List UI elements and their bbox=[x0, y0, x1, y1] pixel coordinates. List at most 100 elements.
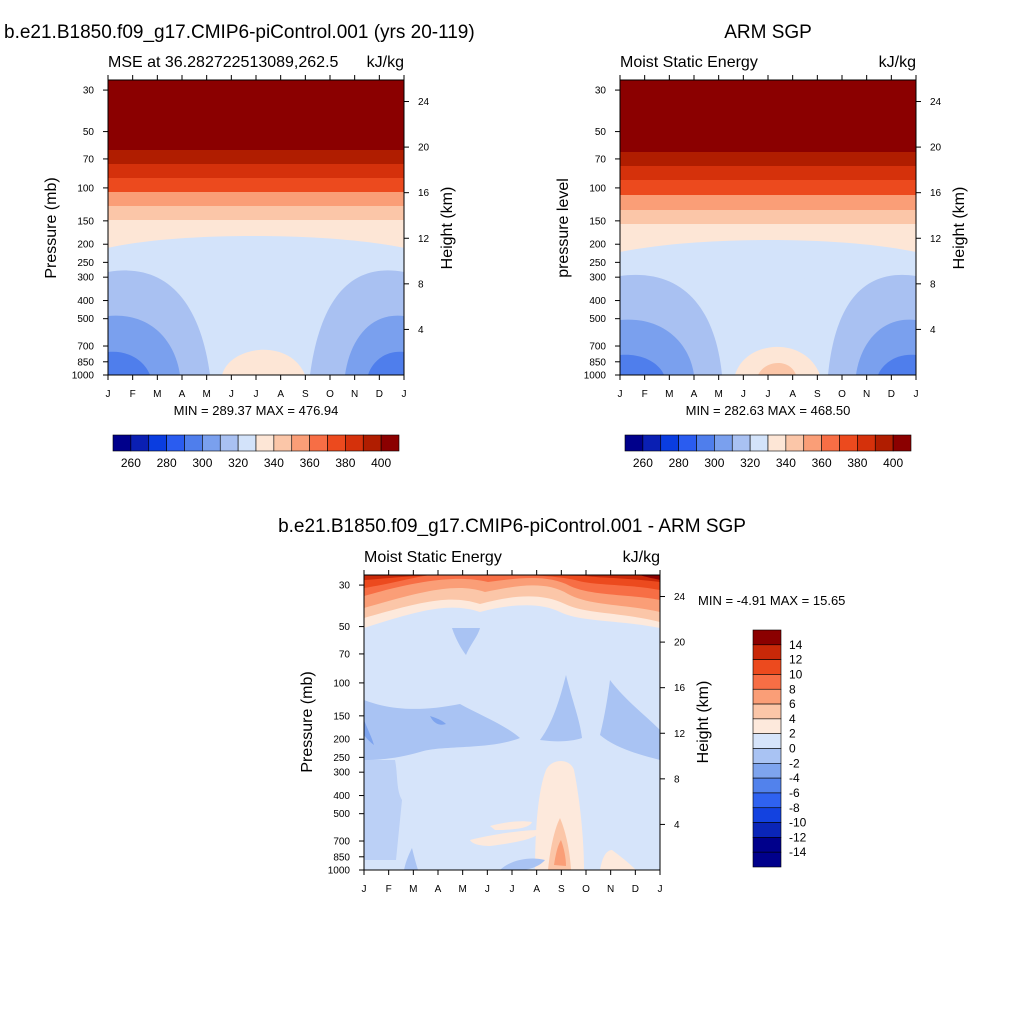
height-tick-label: 24 bbox=[674, 592, 686, 603]
panel-title: b.e21.B1850.f09_g17.CMIP6-piControl.001 … bbox=[4, 22, 475, 43]
y-tick-label: 300 bbox=[333, 768, 350, 779]
colorbar-swatch bbox=[345, 434, 364, 452]
contour-field bbox=[108, 80, 404, 375]
x-tick-label: J bbox=[741, 389, 746, 400]
y-tick-label: 100 bbox=[77, 183, 94, 194]
x-tick-label: M bbox=[409, 884, 417, 895]
axis-ticks: J F M A M J J A S O N D J 30 50 70 100 150 200 250 300 400 500… bbox=[584, 75, 942, 400]
colorbar-label: 400 bbox=[371, 456, 391, 470]
x-tick-label: A bbox=[789, 389, 796, 400]
colorbar-label: 300 bbox=[704, 456, 724, 470]
colorbar-label: 400 bbox=[883, 456, 903, 470]
colorbar-swatch bbox=[785, 434, 805, 452]
x-tick-label: J bbox=[914, 389, 919, 400]
colorbar: 260 280 300 320 340 360 380 400 bbox=[112, 434, 400, 470]
y-tick-label: 700 bbox=[333, 837, 350, 848]
y-tick-label: 700 bbox=[589, 342, 606, 353]
colorbar-swatch bbox=[874, 434, 894, 452]
colorbar-label: 320 bbox=[740, 456, 760, 470]
panel-units-label: kJ/kg bbox=[879, 54, 916, 71]
colorbar-swatch bbox=[892, 434, 912, 452]
colorbar-label: 380 bbox=[847, 456, 867, 470]
colorbar-swatch bbox=[752, 644, 782, 660]
x-tick-label: F bbox=[386, 884, 392, 895]
x-tick-label: M bbox=[202, 389, 210, 400]
y-tick-label: 30 bbox=[339, 581, 351, 592]
x-tick-label: N bbox=[863, 389, 870, 400]
height-tick-label: 8 bbox=[930, 279, 936, 290]
x-tick-label: N bbox=[607, 884, 614, 895]
colorbar-swatch bbox=[696, 434, 715, 452]
y-tick-label: 850 bbox=[77, 357, 94, 368]
colorbar-label: 260 bbox=[121, 456, 141, 470]
x-tick-label: D bbox=[888, 389, 895, 400]
height-tick-label: 12 bbox=[418, 234, 430, 245]
colorbar-swatch bbox=[112, 434, 132, 452]
panel-units-label: kJ/kg bbox=[367, 54, 404, 71]
colorbar-swatch bbox=[273, 434, 293, 452]
colorbar-label: 8 bbox=[789, 682, 796, 696]
x-tick-label: D bbox=[632, 884, 639, 895]
y-tick-label: 400 bbox=[77, 296, 94, 307]
y-tick-label: 30 bbox=[595, 86, 607, 97]
colorbar-swatch bbox=[752, 733, 782, 749]
x-tick-label: S bbox=[302, 389, 309, 400]
y-tick-label: 150 bbox=[77, 216, 94, 227]
height-tick-label: 8 bbox=[674, 774, 680, 785]
y-tick-label: 500 bbox=[589, 314, 606, 325]
height-tick-label: 16 bbox=[930, 188, 942, 199]
colorbar-swatch bbox=[767, 434, 787, 452]
y-tick-label: 1000 bbox=[72, 371, 95, 382]
y-axis-right-label: Height (km) bbox=[951, 187, 968, 270]
y-tick-label: 250 bbox=[589, 258, 606, 269]
x-tick-label: M bbox=[153, 389, 161, 400]
y-tick-label: 70 bbox=[83, 154, 95, 165]
colorbar-swatch bbox=[362, 434, 382, 452]
height-tick-label: 16 bbox=[674, 683, 686, 694]
x-tick-label: S bbox=[814, 389, 821, 400]
height-tick-label: 16 bbox=[418, 188, 430, 199]
colorbar-label: -2 bbox=[789, 756, 800, 770]
y-axis-label: Pressure (mb) bbox=[43, 177, 60, 278]
y-axis-label: pressure level bbox=[555, 178, 572, 278]
y-axis-right-label: Height (km) bbox=[695, 681, 712, 764]
x-tick-label: O bbox=[326, 389, 334, 400]
colorbar-label: 260 bbox=[633, 456, 653, 470]
height-tick-label: 12 bbox=[674, 729, 686, 740]
colorbar-swatch bbox=[752, 718, 782, 734]
x-tick-label: A bbox=[533, 884, 540, 895]
colorbar-label: 380 bbox=[335, 456, 355, 470]
colorbar-label: 12 bbox=[789, 653, 803, 667]
y-tick-label: 400 bbox=[333, 791, 350, 802]
colorbar-swatch bbox=[202, 434, 221, 452]
colorbar-swatch bbox=[752, 748, 782, 764]
x-tick-label: N bbox=[351, 389, 358, 400]
colorbar-label: -6 bbox=[789, 786, 800, 800]
colorbar-swatch bbox=[219, 434, 239, 452]
y-tick-label: 300 bbox=[77, 273, 94, 284]
height-tick-label: 4 bbox=[418, 325, 424, 336]
colorbar-label: 360 bbox=[812, 456, 832, 470]
colorbar-swatch bbox=[291, 434, 310, 452]
y-tick-label: 1000 bbox=[584, 371, 607, 382]
colorbar-swatch bbox=[380, 434, 400, 452]
colorbar-label: 340 bbox=[264, 456, 284, 470]
panel-left-label: Moist Static Energy bbox=[364, 549, 502, 566]
x-tick-label: J bbox=[618, 389, 623, 400]
height-tick-label: 20 bbox=[674, 638, 686, 649]
y-axis-right-label: Height (km) bbox=[439, 187, 456, 270]
y-tick-label: 70 bbox=[595, 154, 607, 165]
colorbar-swatch bbox=[752, 822, 782, 838]
colorbar-swatch bbox=[714, 434, 733, 452]
colorbar-swatch bbox=[678, 434, 697, 452]
y-tick-label: 200 bbox=[333, 735, 350, 746]
colorbar-label: -4 bbox=[789, 771, 800, 785]
stats-text: MIN = 289.37 MAX = 476.94 bbox=[174, 403, 339, 418]
y-tick-label: 200 bbox=[589, 240, 606, 251]
colorbar-swatch bbox=[184, 434, 203, 452]
height-tick-label: 24 bbox=[930, 97, 942, 108]
x-tick-label: S bbox=[558, 884, 565, 895]
y-tick-label: 200 bbox=[77, 240, 94, 251]
colorbar-swatch bbox=[752, 807, 782, 823]
